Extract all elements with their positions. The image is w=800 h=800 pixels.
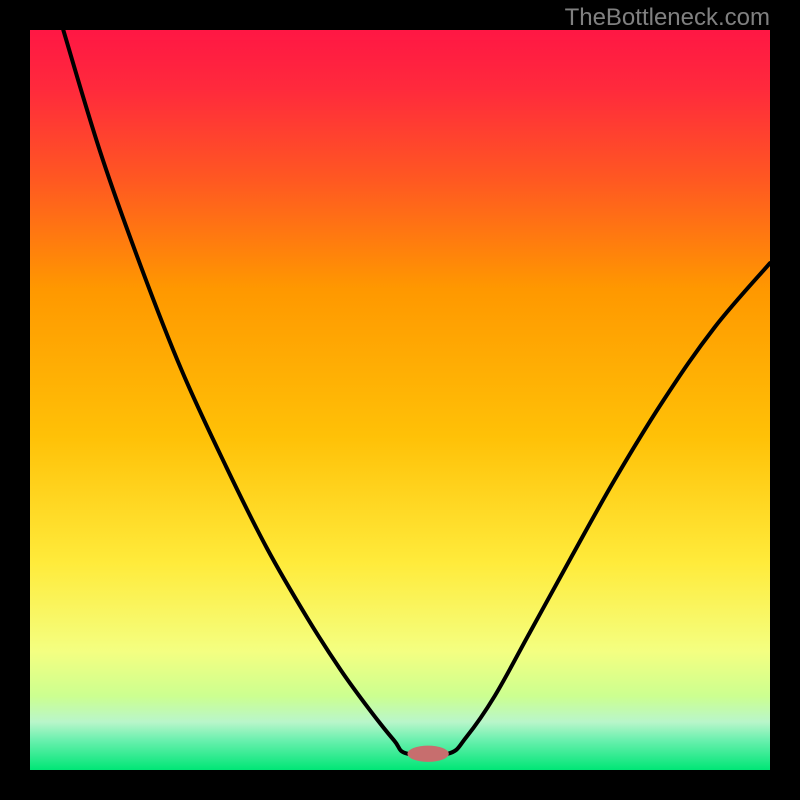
watermark-text: TheBottleneck.com: [565, 4, 770, 32]
chart-svg: [0, 0, 800, 800]
chart-gradient-bg: [30, 30, 770, 770]
optimal-marker: [407, 746, 448, 762]
